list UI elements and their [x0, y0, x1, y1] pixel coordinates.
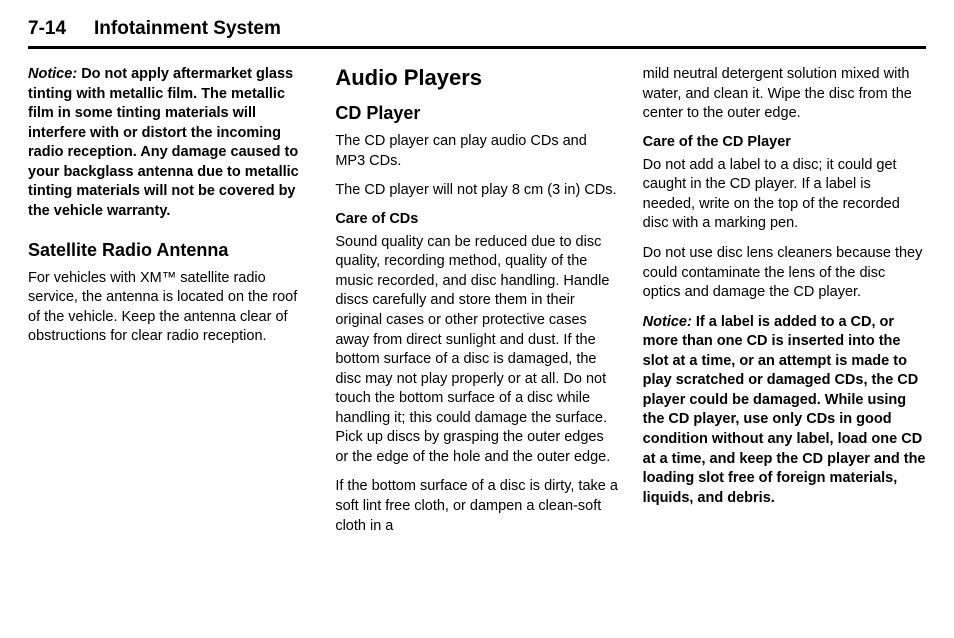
column-1: Notice: Do not apply aftermarket glass t… [28, 65, 311, 536]
column-3: mild neutral detergent solution mixed wi… [643, 65, 926, 536]
notice-body-2: If a label is added to a CD, or more tha… [643, 314, 926, 506]
column-2: Audio Players CD Player The CD player ca… [335, 65, 618, 536]
notice-label-2: Notice: [643, 314, 692, 330]
heading-satellite-antenna: Satellite Radio Antenna [28, 240, 311, 261]
heading-cd-player: CD Player [335, 103, 618, 124]
care-player-paragraph-2: Do not use disc lens cleaners because th… [643, 244, 926, 303]
page-header: 7-14 Infotainment System [28, 18, 926, 49]
notice-body: Do not apply aftermarket glass tinting w… [28, 66, 299, 219]
notice-paragraph-2: Notice: If a label is added to a CD, or … [643, 313, 926, 509]
page-number: 7-14 [28, 18, 66, 40]
cd-paragraph-2: The CD player will not play 8 cm (3 in) … [335, 181, 618, 201]
satellite-body: For vehicles with XM™ satellite radio se… [28, 269, 311, 347]
care-cds-paragraph-2: If the bottom surface of a disc is dirty… [335, 477, 618, 536]
notice-label: Notice: [28, 66, 77, 82]
heading-care-of-cd-player: Care of the CD Player [643, 134, 926, 150]
notice-paragraph: Notice: Do not apply aftermarket glass t… [28, 65, 311, 222]
heading-audio-players: Audio Players [335, 65, 618, 91]
section-title: Infotainment System [94, 18, 281, 39]
care-player-paragraph-1: Do not add a label to a disc; it could g… [643, 156, 926, 234]
continuation-paragraph: mild neutral detergent solution mixed wi… [643, 65, 926, 124]
cd-paragraph-1: The CD player can play audio CDs and MP3… [335, 132, 618, 171]
care-cds-paragraph-1: Sound quality can be reduced due to disc… [335, 233, 618, 468]
content-columns: Notice: Do not apply aftermarket glass t… [28, 65, 926, 536]
heading-care-of-cds: Care of CDs [335, 211, 618, 227]
